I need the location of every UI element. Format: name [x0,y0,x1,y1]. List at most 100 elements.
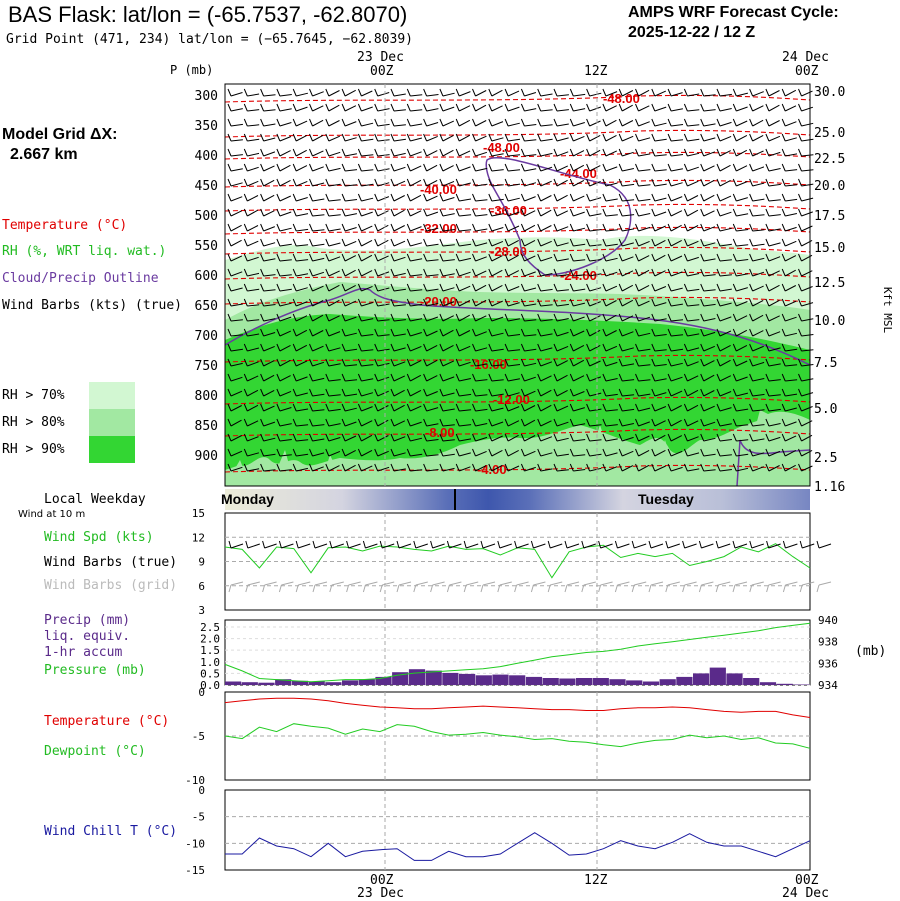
wind-barb [586,358,601,367]
wind-barb [781,328,798,337]
wind-barb [423,238,439,247]
wind-barb [455,208,472,217]
wind-barb [700,268,716,277]
wind-barb [488,328,504,337]
wind-barb [667,268,683,277]
wind-barb [374,118,390,127]
precip-bar [693,673,710,685]
wind-barb [423,358,438,367]
wind-barb [618,133,634,142]
wind-barb [423,283,439,292]
wind-barb [374,103,390,112]
wind-barb [325,103,340,112]
wind-barb [455,388,472,397]
wind-barb [260,193,275,202]
wind-barb [472,373,488,382]
wind-barb [520,283,537,292]
wind-barb [390,103,406,112]
wind-barb [455,223,472,232]
pressure-tick-label: 934 [818,679,838,692]
precip-bar [291,680,309,685]
wind-barb [602,418,618,427]
top-date-23: 23 Dec [357,50,404,65]
height-tick-label: 30.0 [814,85,845,100]
wind-barb [357,193,374,202]
top-date-24: 24 Dec [782,50,829,65]
model-grid-value: 2.667 km [10,146,78,163]
wind-barb [406,433,423,442]
wind-barb [520,193,536,202]
wind-barb [439,163,454,172]
wind-barb [781,163,798,172]
rh-80-swatch [89,409,135,436]
wind-barb-grid [598,581,613,593]
height-tick-label: 5.0 [814,402,837,417]
wind-barb [537,253,553,262]
wind-barb [455,433,472,442]
wind-barb [765,178,781,187]
wind-barb-true [648,540,664,549]
precip-bar [442,672,459,685]
wind-barb [569,433,586,442]
wind-barb [488,388,504,397]
isotherm-line [224,246,811,255]
wind-barb-true [816,540,832,549]
wind-barb [716,313,732,322]
wind-barb [227,463,243,472]
wind-barb [243,328,260,337]
wind-barb [455,343,471,352]
precip-label: Precip (mm) [44,613,131,628]
wind-barb [781,193,798,202]
wind-barb [406,328,422,337]
wind-barb [749,148,764,157]
wind-barb [390,358,406,367]
wind-barb-true [631,540,647,549]
wind-barb [700,103,716,112]
wind-barb [716,343,731,352]
wind-barb [374,88,390,97]
wind-barb [700,298,716,307]
wind-barbs-grid-row [228,581,832,593]
wind-barb [586,253,602,262]
wind-barb [341,118,357,127]
wind-barbs-true-row [228,540,832,549]
wind-barb [406,118,423,127]
wind-barb [765,388,781,397]
wind-barb [553,178,568,187]
wind-barb [439,133,454,142]
wind-barb [374,343,390,352]
wind-barb [749,268,765,277]
wind-barb [732,373,748,382]
wind-barb [635,238,650,247]
wind-barb [309,118,324,127]
wind-barb [520,88,537,97]
wind-barb [374,133,390,142]
bottom-hour-12z: 12Z [584,873,608,888]
wind-barb [390,403,405,412]
wind-barb [651,328,667,337]
wind-barb [602,328,617,337]
wind-barb [732,403,749,412]
wind-barb [406,298,423,307]
wind-barb [732,253,749,262]
wind-barb [553,403,569,412]
wind-barb [618,328,634,337]
wind-barb [635,253,650,262]
wind-barb [227,298,243,307]
wind-barb [635,208,651,217]
wind-barb [553,418,569,427]
wind-barb [455,358,471,367]
wind-barb [749,343,764,352]
wind-barb [260,343,275,352]
wind-barb-true [715,540,731,549]
wind-barb [635,133,651,142]
wind-barb [292,268,309,277]
wind-barb [765,373,781,382]
wind-barb [309,148,324,157]
wind-barb [586,328,601,337]
wind-barb [357,418,373,427]
wind-barb [553,328,569,337]
wind-barb [341,433,357,442]
wind-barb [651,88,667,97]
wind-barb [488,163,504,172]
